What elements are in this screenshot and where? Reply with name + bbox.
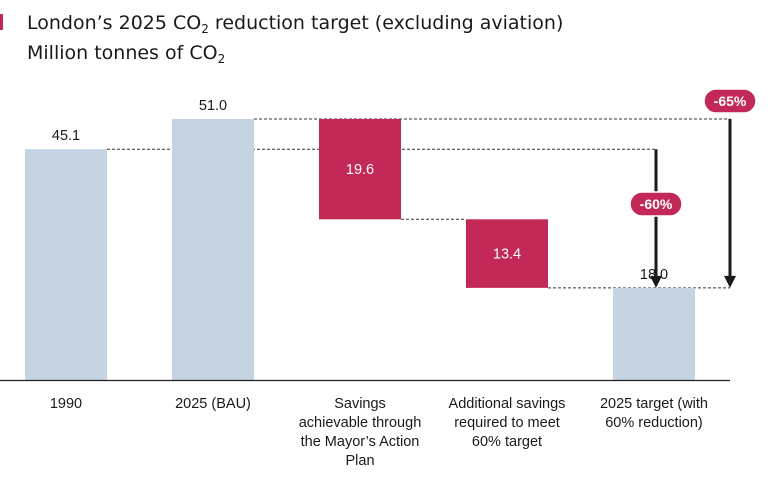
x-tick-label: Savings achievable through the Mayor’s Act…	[285, 395, 435, 471]
chart-title: London’s 2025 CO2 reduction target (excl…	[27, 8, 563, 68]
x-tick-label: 2025 target (with 60% reduction)	[579, 395, 729, 433]
bar-1	[25, 149, 107, 380]
x-tick-label: Additional savings required to meet 60% ta…	[432, 395, 582, 452]
x-tick-label-line: Additional savings	[448, 396, 566, 412]
reduction-arrow-head	[650, 275, 662, 288]
title-text: London’s 2025 CO	[27, 12, 202, 34]
subtitle-text: Million tonnes of CO	[27, 42, 218, 64]
title-subscript: 2	[201, 22, 209, 36]
bar-value-label: 51.0	[199, 98, 227, 114]
bar-3	[319, 119, 401, 220]
x-tick-label: 2025 (BAU)	[138, 395, 288, 414]
reduction-badge	[703, 88, 757, 114]
bar-2	[172, 119, 254, 380]
x-tick-label-line: 1990	[49, 396, 83, 412]
bar-value-label: 45.1	[52, 128, 80, 144]
reduction-badge	[629, 191, 683, 217]
x-tick-label-line: required to meet	[454, 415, 560, 431]
bar-5	[613, 287, 695, 380]
bar-value-label: 19.6	[346, 162, 374, 178]
bar-value-label: 18.0	[640, 267, 668, 283]
reduction-badge-label: -65%	[714, 93, 747, 109]
x-tick-label-line: the Mayor’s Action	[300, 434, 420, 450]
title-line-2: Million tonnes of CO2	[27, 38, 563, 68]
bar-4	[466, 219, 548, 288]
x-tick-label-line: 2025 (BAU)	[175, 396, 251, 412]
reduction-arrow-head	[724, 275, 736, 288]
x-tick-label-line: achievable through	[298, 415, 422, 431]
x-tick-label-line: Plan	[345, 453, 375, 469]
x-tick-label: 1990	[0, 395, 141, 414]
x-tick-label-line: 60% target	[471, 434, 543, 450]
x-tick-label-line: Savings	[334, 396, 386, 412]
title-line-1: London’s 2025 CO2 reduction target (excl…	[27, 8, 563, 38]
subtitle-subscript: 2	[217, 52, 226, 66]
title-marker	[0, 14, 3, 30]
title-text-end: reduction target (excluding aviation)	[208, 12, 564, 34]
reduction-badge-label: -60%	[640, 196, 673, 212]
bar-value-label: 13.4	[493, 247, 521, 263]
x-tick-label-line: 60% reduction)	[605, 415, 703, 431]
x-tick-label-line: 2025 target (with	[599, 396, 708, 412]
